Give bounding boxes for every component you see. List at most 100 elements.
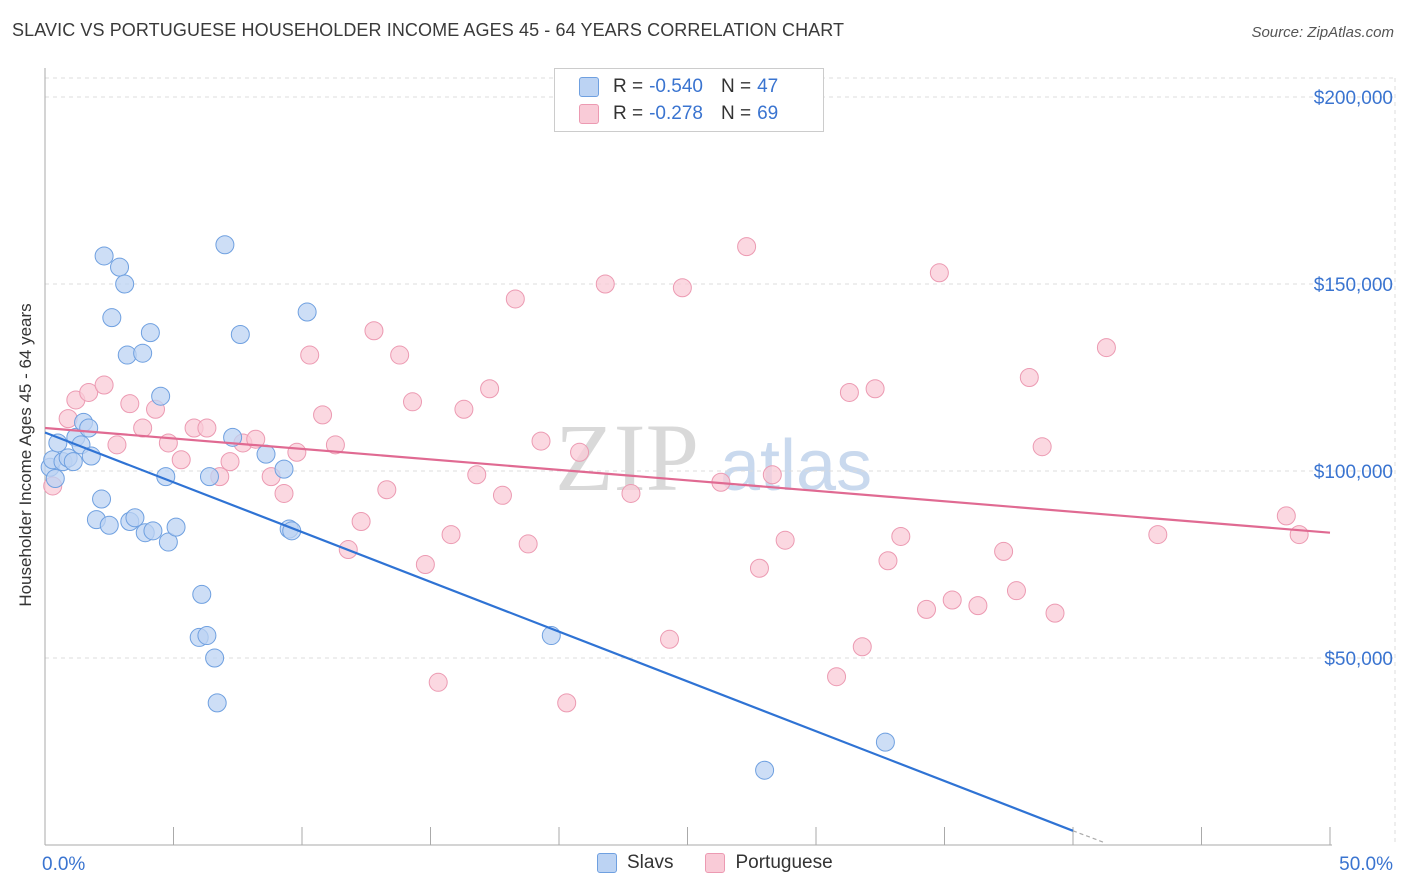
portuguese-trend-line [44, 426, 1331, 534]
series-legend-swatch [705, 853, 726, 873]
portuguese-point [454, 399, 474, 419]
portuguese-point [171, 450, 191, 470]
legend-n-label: N = [720, 76, 752, 97]
portuguese-point [133, 418, 153, 438]
series-legend-slavs[interactable]: Slavs [597, 852, 673, 874]
legend-row-portuguese: R = -0.278 N = 69 [579, 101, 778, 127]
portuguese-point [325, 435, 345, 455]
portuguese-point [737, 237, 757, 257]
slavs-point [207, 693, 227, 713]
y-tick-label: $150,000 [1314, 275, 1393, 296]
y-tick-label: $50,000 [1324, 649, 1393, 670]
legend-r-label: R = [613, 103, 644, 124]
portuguese-point [1019, 368, 1039, 387]
portuguese-point [313, 405, 333, 425]
legend-n-value: 47 [757, 76, 779, 97]
portuguese-point [403, 392, 423, 412]
portuguese-point [1096, 338, 1116, 358]
portuguese-point [621, 483, 641, 503]
portuguese-point [351, 511, 371, 531]
slavs-point [99, 515, 119, 535]
series-legend-swatch [597, 853, 617, 873]
portuguese-point [878, 551, 898, 571]
portuguese-point [79, 382, 99, 402]
portuguese-point [942, 590, 962, 610]
portuguese-point [94, 375, 114, 395]
portuguese-point [1006, 581, 1026, 601]
series-legend-label: Portuguese [735, 852, 833, 873]
portuguese-point [197, 418, 217, 438]
slavs-point [63, 452, 83, 472]
slavs-point [197, 626, 217, 646]
portuguese-point [107, 435, 127, 455]
portuguese-point [672, 278, 692, 298]
portuguese-point [917, 599, 937, 619]
portuguese-point [428, 672, 448, 692]
slavs-point [94, 246, 114, 266]
slavs-point [755, 760, 775, 780]
portuguese-point [1276, 506, 1296, 526]
slavs-point [140, 323, 160, 343]
portuguese-point [390, 345, 410, 365]
portuguese-point [300, 345, 320, 365]
legend-n-value: 69 [757, 103, 779, 124]
portuguese-point [287, 442, 307, 462]
portuguese-point [827, 667, 847, 687]
slavs-point [110, 257, 130, 277]
portuguese-point [839, 382, 859, 402]
series-legend: Slavs Portuguese [597, 852, 865, 874]
portuguese-point [531, 431, 551, 451]
legend-r-value: -0.540 [649, 76, 703, 97]
slavs-point [297, 302, 317, 322]
portuguese-point [364, 321, 384, 341]
portuguese-point [441, 525, 461, 545]
portuguese-point [865, 379, 885, 399]
portuguese-point [570, 442, 590, 462]
slavs-point [79, 418, 99, 438]
slavs-point [115, 274, 135, 294]
legend-box: R = -0.540 N = 47 R = -0.278 N = 69 [554, 68, 824, 132]
portuguese-point [762, 465, 782, 485]
portuguese-point [749, 558, 769, 578]
portuguese-point [274, 483, 294, 503]
legend-r-value: -0.278 [649, 103, 703, 124]
slavs-point [875, 732, 895, 752]
y-axis-label: Householder Income Ages 45 - 64 years [16, 303, 35, 607]
x-tick-label: 50.0% [1339, 854, 1393, 875]
y-tick-label: $200,000 [1314, 88, 1393, 109]
slavs-trend-extension [1072, 830, 1105, 843]
slavs-point [192, 584, 212, 604]
slavs-point [205, 648, 225, 668]
portuguese-point [1148, 525, 1168, 545]
portuguese-point [467, 465, 487, 485]
slavs-point [133, 343, 153, 363]
chart-title: SLAVIC VS PORTUGUESE HOUSEHOLDER INCOME … [12, 20, 845, 40]
slavs-point [125, 508, 145, 528]
x-tick-label: 0.0% [42, 854, 85, 875]
portuguese-point [492, 485, 512, 505]
portuguese-point [557, 693, 577, 713]
portuguese-point [1289, 525, 1309, 545]
slavs-point [274, 459, 294, 479]
legend-row-slavs: R = -0.540 N = 47 [579, 74, 778, 100]
slavs-point [199, 467, 219, 487]
portuguese-point [891, 526, 911, 546]
portuguese-point [968, 596, 988, 616]
slavs-point [166, 517, 186, 537]
y-axis-label-wrap: Householder Income Ages 45 - 64 years [16, 152, 36, 606]
portuguese-point [595, 274, 615, 294]
portuguese-point [377, 480, 397, 500]
portuguese-point [929, 263, 949, 283]
slavs-point [102, 308, 122, 328]
series-legend-portuguese[interactable]: Portuguese [705, 852, 833, 874]
slavs-point [45, 468, 65, 488]
portuguese-point [505, 289, 525, 309]
slavs-point [158, 532, 178, 552]
legend-swatch-slavs [579, 77, 599, 97]
legend-r-label: R = [613, 76, 644, 97]
portuguese-point [660, 629, 680, 649]
portuguese-point [480, 379, 500, 399]
portuguese-point [852, 637, 872, 657]
portuguese-point [1032, 437, 1052, 457]
portuguese-point [415, 555, 435, 574]
